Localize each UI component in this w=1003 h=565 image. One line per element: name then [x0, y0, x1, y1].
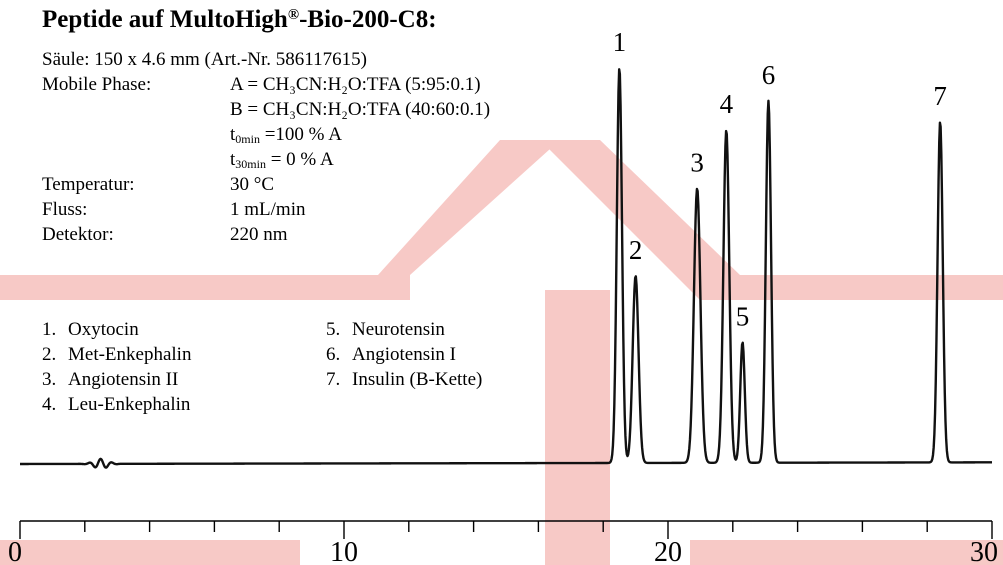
watermark-shape [690, 540, 1003, 565]
legend-item: 7. Insulin (B-Kette) [326, 369, 483, 390]
legend-item: 3. Angiotensin II [42, 369, 179, 390]
flow-label: Fluss: [42, 199, 88, 220]
x-tick-label: 20 [654, 537, 682, 565]
x-tick-label: 10 [330, 537, 358, 565]
mobile-phase-label: Mobile Phase: [42, 74, 152, 95]
legend-item: 6. Angiotensin I [326, 344, 456, 365]
x-axis-tick-labels: 0 10 20 30 [8, 537, 998, 565]
watermark-shapes [0, 140, 1003, 565]
legend-item: 4. Leu-Enkephalin [42, 394, 191, 415]
watermark-shape [540, 140, 1003, 300]
flow-row: Fluss: 1 mL/min [42, 197, 367, 222]
temperature-row: Temperatur: 30 °C [42, 172, 367, 197]
peak-label: 2 [629, 235, 643, 265]
legend-item: 5. Neurotensin [326, 319, 445, 340]
x-tick-label: 30 [970, 537, 998, 565]
detector-row: Detektor: 220 nm [42, 222, 367, 247]
detector-label: Detektor: [42, 224, 114, 245]
peak-label: 3 [690, 147, 704, 177]
column-info: Säule: 150 x 4.6 mm (Art.-Nr. 586117615) [42, 49, 367, 70]
chart-title: Peptide auf MultoHigh®-Bio-200-C8: [42, 6, 437, 33]
watermark-shape [545, 290, 610, 565]
peak-label: 1 [613, 27, 627, 57]
peak-labels: 1 2 34 5 6 7 [613, 27, 947, 332]
gradient-start: t0min =100 % A [230, 124, 342, 146]
detector-value: 220 nm [230, 224, 288, 245]
x-tick-label: 0 [8, 537, 22, 565]
gradient-end: t30min = 0 % A [230, 149, 334, 171]
compound-legend: 1. Oxytocin 2. Met-Enkephalin 3. Angiotensi… [42, 317, 602, 427]
watermark-shape [0, 540, 300, 565]
legend-item: 2. Met-Enkephalin [42, 344, 192, 365]
peak-label: 7 [933, 81, 947, 111]
method-info: Säule: 150 x 4.6 mm (Art.-Nr. 586117615)… [42, 47, 490, 247]
legend-item: 1. Oxytocin [42, 319, 139, 340]
x-axis-ticks [19, 521, 993, 539]
peak-label: 4 [720, 89, 734, 119]
watermark-shape [0, 140, 560, 300]
gradient-end-row: t30min = 0 % A [42, 147, 367, 172]
mobile-phase-b-row: B = CH₃CN:H₂O:TFA (40:60:0.1) [42, 97, 490, 122]
mobile-phase-b: B = CH₃CN:H₂O:TFA (40:60:0.1) [230, 99, 491, 120]
mobile-phase-a: A = CH₃CN:H₂O:TFA (5:95:0.1) [230, 74, 481, 95]
mobile-phase-a-row: Mobile Phase: A = CH₃CN:H₂O:TFA (5:95:0.… [42, 72, 481, 97]
gradient-start-row: t0min =100 % A [42, 122, 367, 147]
peak-label: 5 [736, 301, 750, 331]
temperature-label: Temperatur: [42, 174, 135, 195]
peak-label: 6 [762, 60, 776, 90]
chromatogram-trace [19, 68, 993, 469]
flow-value: 1 mL/min [230, 199, 306, 220]
temperature-value: 30 °C [230, 174, 275, 195]
